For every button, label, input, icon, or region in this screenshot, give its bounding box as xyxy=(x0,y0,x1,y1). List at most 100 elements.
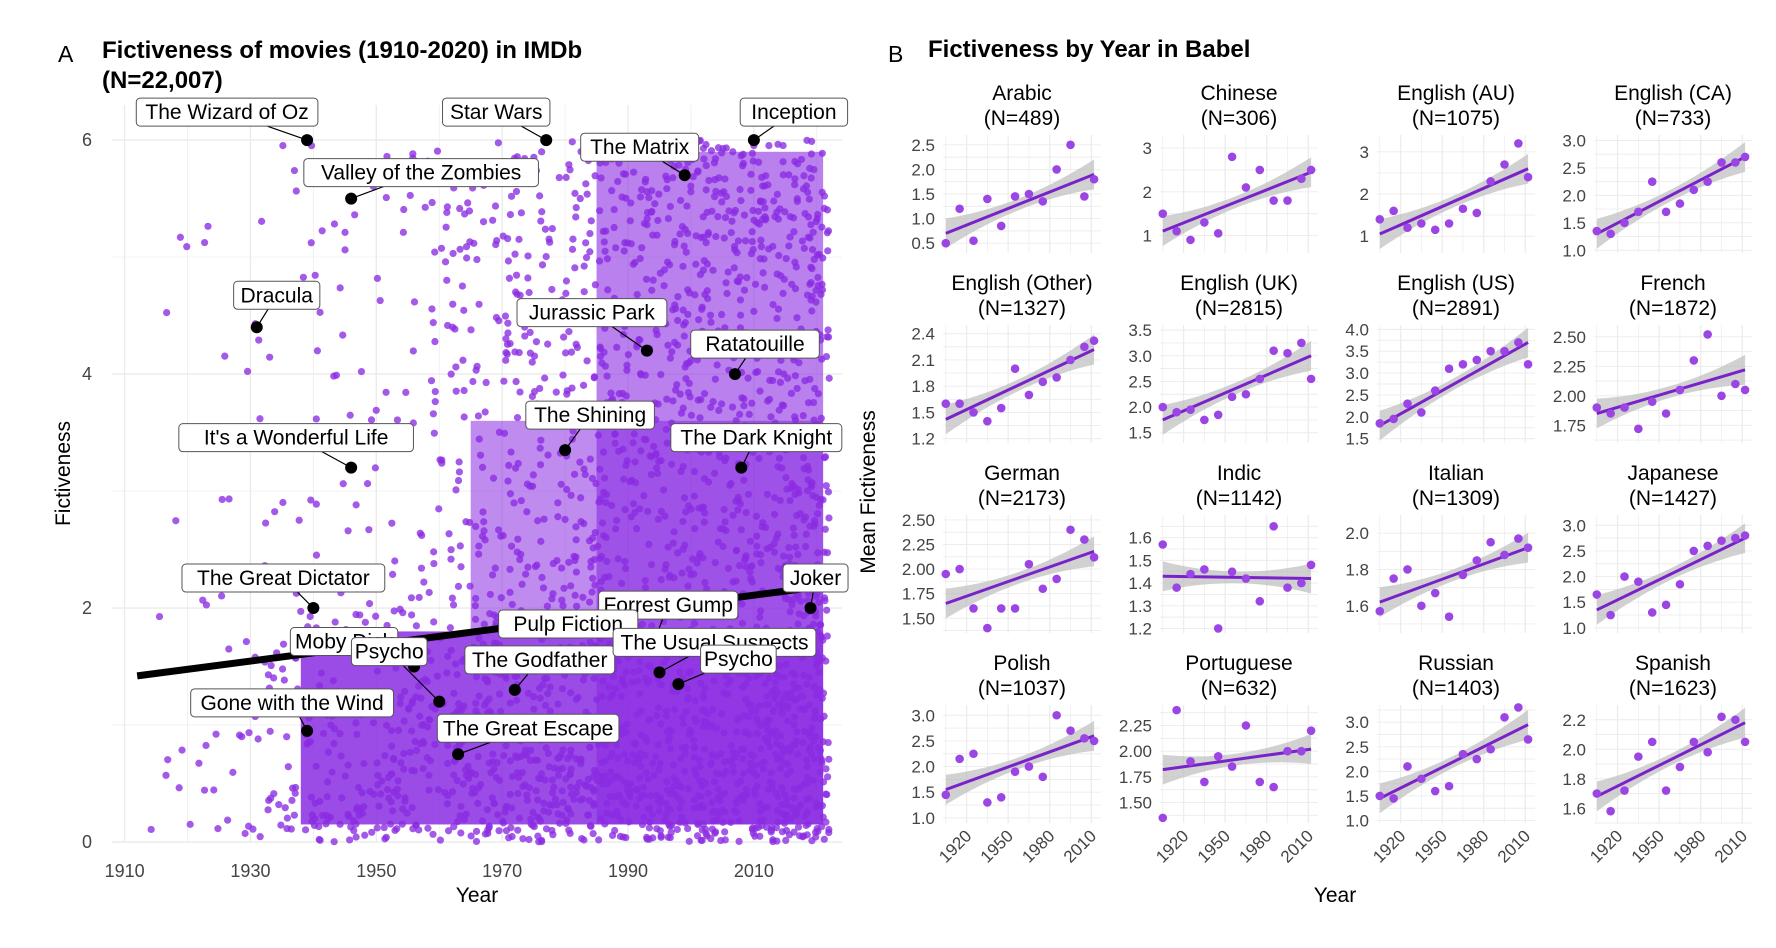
scatter-point xyxy=(524,274,532,282)
scatter-point xyxy=(474,412,483,420)
scatter-point xyxy=(572,340,580,348)
facet-point xyxy=(1620,403,1629,412)
scatter-point xyxy=(402,388,410,397)
facet-point xyxy=(1703,747,1712,757)
facet-y-tick-label: 2.5 xyxy=(1128,372,1152,391)
facet-point xyxy=(1213,624,1223,633)
facet-point xyxy=(1661,409,1671,418)
scatter-point xyxy=(511,250,519,258)
scatter-point xyxy=(373,274,381,283)
facet-point xyxy=(1038,197,1048,206)
scatter-point xyxy=(500,377,508,385)
scatter-point xyxy=(735,837,743,846)
facet-point xyxy=(969,236,978,246)
facet-fit-line xyxy=(945,549,1095,605)
scatter-point xyxy=(264,671,272,679)
facet-point xyxy=(1066,726,1075,735)
scatter-point xyxy=(645,824,653,832)
scatter-point xyxy=(521,332,529,340)
scatter-point xyxy=(431,337,439,346)
facet-x-tick-label: 1950 xyxy=(1628,826,1668,866)
scatter-point xyxy=(460,413,468,421)
facet-point xyxy=(1375,606,1385,616)
facet-y-tick-label: 2.25 xyxy=(1553,357,1586,376)
scatter-point xyxy=(275,801,283,809)
facet-point xyxy=(1675,199,1685,208)
scatter-point xyxy=(454,476,463,485)
scatter-point xyxy=(825,374,833,382)
facet-point xyxy=(1740,737,1750,747)
scatter-point xyxy=(441,258,450,266)
facet-point xyxy=(1500,712,1509,722)
panel-a-x-tick-label: 2010 xyxy=(734,861,774,881)
facet-point xyxy=(1731,379,1740,389)
label-box xyxy=(233,280,321,310)
facet-point xyxy=(1514,703,1523,712)
facet-title: Spanish xyxy=(1635,652,1711,675)
facet-polish: Polish(N=1037) 1.0 1.5 2.0 2.5 3.0 1920 1950 198… xyxy=(911,652,1101,867)
scatter-point xyxy=(504,319,512,327)
scatter-point xyxy=(415,593,423,602)
facet-point xyxy=(1297,746,1306,756)
scatter-point xyxy=(470,239,478,247)
scatter-point xyxy=(525,288,533,297)
scatter-point xyxy=(443,203,451,211)
scatter-point xyxy=(502,356,510,364)
facet-point xyxy=(1675,385,1685,395)
scatter-point xyxy=(229,768,237,776)
facet-point xyxy=(1634,424,1643,434)
scatter-point xyxy=(565,328,573,336)
facet-point xyxy=(1417,601,1426,611)
facet-point xyxy=(1661,600,1671,610)
facet-point xyxy=(1486,744,1495,754)
scatter-point xyxy=(242,637,250,646)
scatter-point xyxy=(803,136,811,144)
facet-sample-size: (N=489) xyxy=(984,107,1060,130)
facet-y-tick-label: 3.5 xyxy=(1128,321,1152,340)
facet-sample-size: (N=1427) xyxy=(1629,487,1717,510)
facet-x-tick-label: 1920 xyxy=(1152,826,1192,866)
facet-point xyxy=(1592,226,1602,236)
facet-x-tick-label: 1950 xyxy=(1194,826,1234,866)
facet-point xyxy=(1430,225,1440,235)
label-box xyxy=(190,688,394,718)
scatter-point xyxy=(284,763,292,771)
scatter-point xyxy=(765,141,773,150)
scatter-point xyxy=(407,594,416,602)
labeled-movie: The Dark Knight xyxy=(670,423,843,474)
scatter-point xyxy=(444,321,452,330)
facet-point xyxy=(1606,229,1615,239)
facet-italian: Italian(N=1309) 1.6 1.8 2.0 xyxy=(1345,462,1535,633)
labeled-movie-name: The Dark Knight xyxy=(680,427,832,450)
facet-point xyxy=(1089,736,1099,746)
facet-point xyxy=(1514,139,1523,148)
facet-y-tick-label: 1.8 xyxy=(911,377,935,396)
facet-point xyxy=(1647,737,1657,747)
labeled-movie: Ratatouille xyxy=(690,329,820,381)
facet-y-tick-label: 2.5 xyxy=(1345,738,1369,757)
scatter-point xyxy=(507,824,515,832)
scatter-point xyxy=(544,340,552,348)
scatter-point xyxy=(472,837,481,846)
panel-a-x-tick-label: 1910 xyxy=(105,861,145,881)
scatter-point xyxy=(576,194,584,203)
facet-y-tick-label: 2.00 xyxy=(1119,742,1152,761)
scatter-point xyxy=(502,335,510,343)
scatter-point xyxy=(458,282,467,290)
facet-y-tick-label: 1.8 xyxy=(1562,770,1586,789)
labeled-movie-name: Jurassic Park xyxy=(529,302,656,325)
scatter-point xyxy=(752,824,760,832)
facet-point xyxy=(1158,813,1168,823)
facet-y-tick-label: 1.0 xyxy=(911,210,935,229)
scatter-point xyxy=(796,832,804,840)
panel-a-letter: A xyxy=(58,41,74,67)
facet-fit-line xyxy=(945,172,1095,235)
panel-b-x-axis-label: Year xyxy=(1314,884,1356,907)
facet-point xyxy=(1172,407,1181,417)
label-box xyxy=(670,423,843,453)
facet-point xyxy=(1647,177,1657,186)
facet-y-tick-label: 1.6 xyxy=(1345,597,1369,616)
scatter-point xyxy=(295,516,303,524)
facet-fit-line xyxy=(1596,368,1746,415)
scatter-point xyxy=(436,836,444,844)
